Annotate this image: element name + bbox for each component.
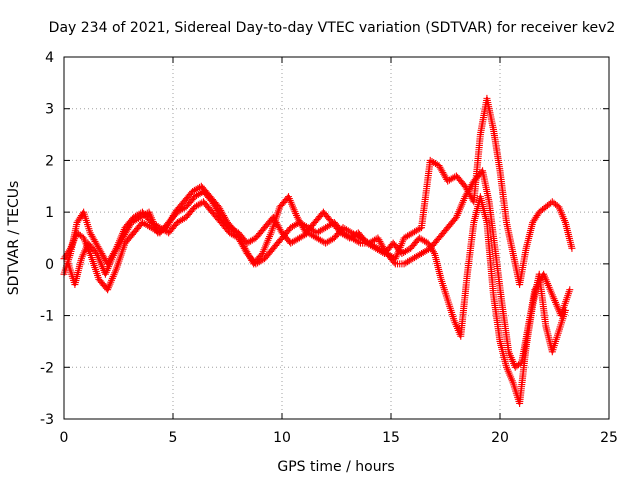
series-track-c — [64, 182, 569, 407]
data-point — [568, 244, 576, 252]
plot-frame — [63, 56, 610, 420]
axis-tick-labels: 0 5 10 15 20 25 -3 -2 -1 0 1 2 3 4 — [40, 50, 618, 446]
y-tick-label: 3 — [45, 102, 54, 118]
y-tick-label: -2 — [40, 360, 54, 376]
series-track-b — [60, 94, 576, 289]
x-tick-label: 20 — [491, 430, 509, 446]
data-point — [355, 238, 363, 246]
data-point — [566, 286, 574, 294]
x-tick-label: 25 — [600, 430, 618, 446]
data-point — [430, 248, 438, 256]
y-tick-label: 2 — [45, 153, 54, 169]
x-tick-label: 0 — [60, 430, 69, 446]
y-tick-label: -3 — [40, 412, 54, 428]
x-tick-label: 5 — [169, 430, 178, 446]
y-tick-label: 1 — [45, 205, 54, 221]
data-point — [561, 306, 569, 314]
x-tick-label: 15 — [382, 430, 400, 446]
y-tick-label: -1 — [40, 309, 54, 325]
x-axis-label: GPS time / hours — [277, 459, 394, 475]
chart-title: Day 234 of 2021, Sidereal Day-to-day VTE… — [49, 20, 616, 36]
y-tick-label: 4 — [45, 50, 54, 66]
y-axis-label: SDTVAR / TECUs — [6, 181, 22, 296]
data-points — [60, 94, 576, 407]
x-tick-label: 10 — [273, 430, 291, 446]
series-track-a — [60, 167, 574, 371]
y-tick-label: 0 — [45, 257, 54, 273]
